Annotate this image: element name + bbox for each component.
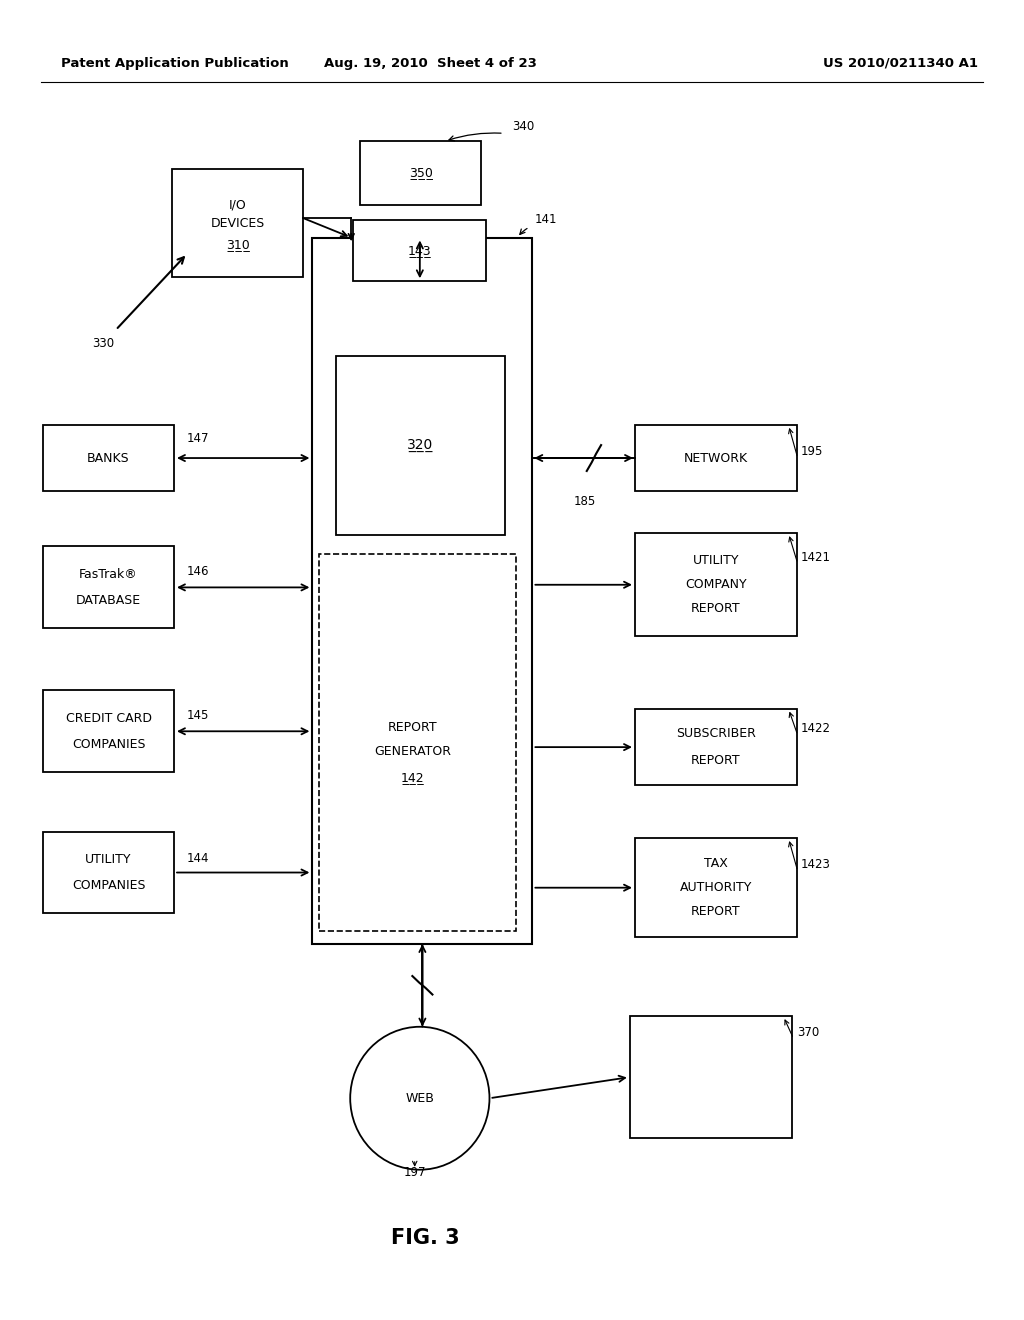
Text: 1423: 1423 (801, 858, 830, 871)
Text: GENERATOR: GENERATOR (374, 744, 452, 758)
Text: 197: 197 (403, 1166, 426, 1179)
Text: 144: 144 (186, 851, 209, 865)
FancyBboxPatch shape (635, 533, 797, 636)
FancyBboxPatch shape (43, 425, 174, 491)
Text: 330: 330 (92, 337, 115, 350)
FancyBboxPatch shape (635, 425, 797, 491)
Text: NETWORK: NETWORK (684, 451, 748, 465)
Text: 1421: 1421 (801, 550, 830, 564)
Text: 146: 146 (186, 565, 209, 578)
FancyBboxPatch shape (319, 554, 516, 931)
FancyBboxPatch shape (43, 690, 174, 772)
Text: DEVICES: DEVICES (211, 216, 264, 230)
Text: 1422: 1422 (801, 722, 830, 735)
Text: US 2010/0211340 A1: US 2010/0211340 A1 (823, 57, 978, 70)
FancyBboxPatch shape (635, 709, 797, 785)
Text: CREDIT CARD: CREDIT CARD (66, 711, 152, 725)
FancyBboxPatch shape (630, 1016, 792, 1138)
Text: 3̲1̲0̲: 3̲1̲0̲ (225, 238, 250, 251)
FancyBboxPatch shape (172, 169, 303, 277)
Text: DATABASE: DATABASE (76, 594, 141, 607)
FancyBboxPatch shape (336, 356, 505, 535)
Text: REPORT: REPORT (691, 906, 740, 917)
Text: SUBSCRIBER: SUBSCRIBER (676, 727, 756, 741)
Text: WEB: WEB (406, 1092, 434, 1105)
FancyBboxPatch shape (43, 546, 174, 628)
Ellipse shape (350, 1027, 489, 1170)
Text: BANKS: BANKS (87, 451, 130, 465)
Text: 145: 145 (186, 709, 209, 722)
Text: Aug. 19, 2010  Sheet 4 of 23: Aug. 19, 2010 Sheet 4 of 23 (324, 57, 537, 70)
Text: 147: 147 (186, 432, 209, 445)
Text: 195: 195 (801, 445, 823, 458)
Text: 1̲4̲3̲: 1̲4̲3̲ (408, 244, 432, 257)
FancyBboxPatch shape (635, 838, 797, 937)
Text: UTILITY: UTILITY (85, 853, 132, 866)
Text: 141: 141 (535, 213, 557, 226)
FancyBboxPatch shape (360, 141, 481, 205)
Text: COMPANY: COMPANY (685, 578, 746, 591)
Text: REPORT: REPORT (388, 721, 437, 734)
Text: COMPANIES: COMPANIES (72, 738, 145, 751)
Text: COMPANIES: COMPANIES (72, 879, 145, 892)
FancyBboxPatch shape (353, 220, 486, 281)
Text: FIG. 3: FIG. 3 (390, 1228, 460, 1249)
Text: 185: 185 (573, 495, 596, 508)
Text: AUTHORITY: AUTHORITY (680, 882, 752, 894)
Text: REPORT: REPORT (691, 602, 740, 615)
Text: Patent Application Publication: Patent Application Publication (61, 57, 289, 70)
Text: I/O: I/O (228, 198, 247, 211)
Text: UTILITY: UTILITY (692, 554, 739, 568)
Text: 3̲5̲0̲: 3̲5̲0̲ (409, 166, 433, 180)
Text: 1̲4̲2̲: 1̲4̲2̲ (400, 771, 425, 784)
FancyBboxPatch shape (312, 238, 532, 944)
Text: 340: 340 (512, 120, 535, 133)
Text: 370: 370 (797, 1026, 819, 1039)
FancyBboxPatch shape (43, 832, 174, 913)
Text: REPORT: REPORT (691, 754, 740, 767)
Text: 3̲2̲0̲: 3̲2̲0̲ (408, 438, 433, 453)
Text: TAX: TAX (703, 858, 728, 870)
Text: FasTrak®: FasTrak® (79, 568, 138, 581)
